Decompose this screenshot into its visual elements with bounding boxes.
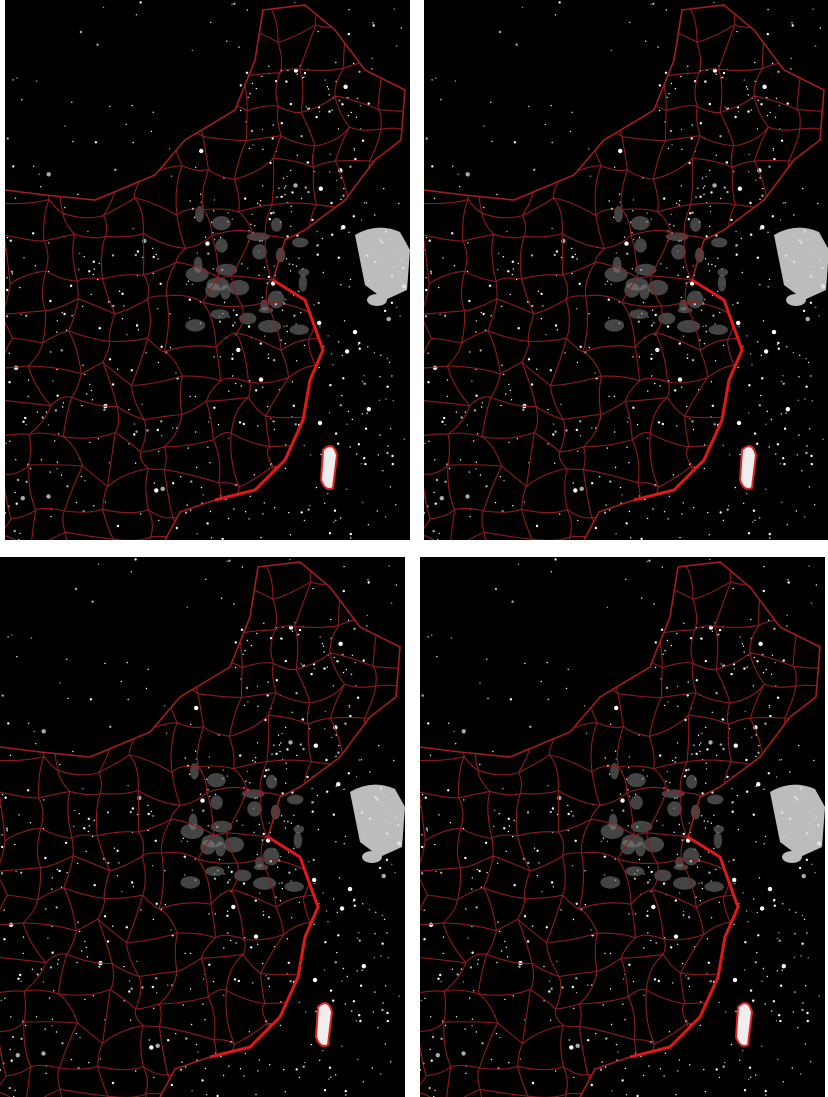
- panel-bottom-right: [410, 550, 828, 1097]
- panel-bottom-left: [0, 550, 452, 1097]
- panel-top-left: [0, 0, 457, 588]
- panel-top-right: [414, 0, 828, 588]
